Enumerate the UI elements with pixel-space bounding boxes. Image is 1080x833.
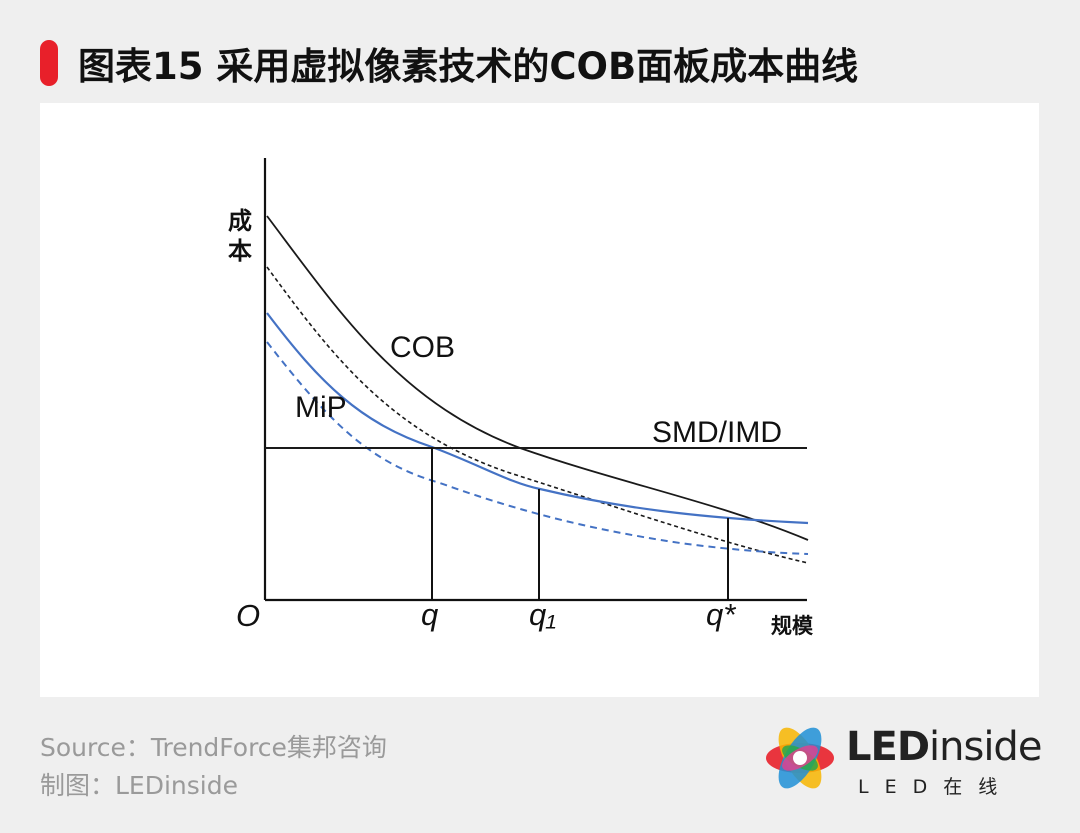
series-cob-dashed-line [266,266,809,564]
credit-note: 制图：LEDinside [40,771,238,800]
y-axis-label: 成本 [228,206,252,265]
ledinside-logo-mark-icon [766,727,834,789]
x-tick-label-q1: q₁ [529,597,556,632]
origin-label: O [236,598,260,633]
logo-wordmark: LEDinside [846,724,1042,770]
title-bar: 图表15 采用虚拟像素技术的COB面板成本曲线 [40,38,858,88]
series-mip-dashed-line [266,341,809,555]
title-accent-bar [40,40,58,86]
x-axis-label: 规模 [771,613,814,638]
chart-panel: COB MiP SMD/IMD 成本 O q q₁ q* 规模 [40,103,1039,697]
series-label-mip: MiP [295,391,347,424]
series-label-cob: COB [390,331,455,364]
series-label-smd-imd: SMD/IMD [652,416,782,449]
series-mip-line [266,312,809,525]
ledinside-logo: LEDinside LED在线 [762,716,1042,800]
chart-title: 图表15 采用虚拟像素技术的COB面板成本曲线 [78,45,859,88]
logo-subtitle: LED在线 [858,776,1014,798]
cost-curve-chart: COB MiP SMD/IMD 成本 O q q₁ q* 规模 [228,158,814,638]
x-tick-label-q: q [421,597,439,632]
series-cob-line [266,215,809,541]
source-note: Source：TrendForce集邦咨询 [40,733,387,762]
x-tick-label-qstar: q* [706,597,736,632]
